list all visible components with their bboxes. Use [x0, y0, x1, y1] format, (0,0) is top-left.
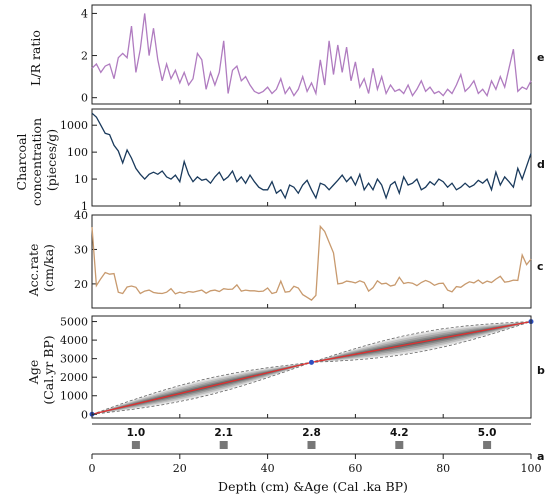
ylabel-lr-ratio: L/R ratio: [28, 30, 43, 86]
panel-letter-e: e: [537, 51, 544, 64]
panel-d-frame: [91, 108, 532, 207]
x-axis-tick-label: 80: [436, 462, 450, 475]
x-axis-tick-label: 60: [348, 462, 362, 475]
sample-marker: [219, 441, 228, 449]
age-model-uncertainty-band: [92, 321, 531, 415]
panel-c-ytick-label: 20: [74, 278, 88, 291]
x-axis-tick-label: 20: [173, 462, 187, 475]
sample-marker: [131, 441, 140, 449]
panel-b-ytick-label: 4000: [60, 334, 88, 347]
panel-d-ytick-label: 1: [81, 200, 88, 213]
panel-c-frame: [91, 214, 532, 309]
panel-d-ytick-label: 10: [74, 173, 88, 186]
panel-d-ytick-label: 1000: [60, 119, 88, 132]
sample-marker-label: 2.8: [302, 427, 321, 439]
panel-letter-b: b: [537, 364, 545, 377]
panel-letter-c: c: [537, 260, 544, 273]
age-model-uncertainty-band: [92, 321, 531, 415]
x-axis-tick-label: 100: [521, 462, 542, 475]
panel-b-ytick-label: 1000: [60, 390, 88, 403]
x-axis-tick-label: 0: [89, 462, 96, 475]
sample-marker-label: 5.0: [478, 427, 497, 439]
x-axis-tick-label: 40: [261, 462, 275, 475]
panel-b-ytick-label: 3000: [60, 353, 88, 366]
panel-e-ytick-label: 4: [81, 7, 88, 20]
sample-marker: [307, 441, 316, 449]
panel-e-ytick-label: 0: [81, 92, 88, 105]
panel-d-series-line: [91, 112, 532, 200]
panel-b-frame: [91, 315, 532, 419]
dated-sample-point: [309, 359, 314, 365]
panel-e-frame: [91, 4, 532, 105]
panel-c-ytick-label: 40: [74, 209, 88, 222]
panel-c-series-line: [91, 224, 532, 301]
sample-marker-label: 2.1: [214, 427, 233, 439]
panel-letter-a: a: [537, 450, 544, 463]
ylabel-age: Age (Cal.yr BP): [26, 335, 56, 404]
panel-letter-d: d: [537, 158, 545, 171]
ylabel-charcoal: Charcoal concentration (pieces/g): [14, 114, 59, 206]
panel-b-ytick-label: 5000: [60, 316, 88, 329]
sample-marker: [395, 441, 404, 449]
age-model-uncertainty-band: [92, 321, 531, 415]
ylabel-acc-rate: Acc.rate (cm/ka): [26, 240, 56, 298]
panel-d-ytick-label: 100: [67, 146, 88, 159]
sample-marker-label: 4.2: [390, 427, 409, 439]
xlabel: Depth (cm) &Age (Cal .ka BP): [218, 479, 408, 494]
sample-marker: [483, 441, 492, 449]
panel-e-series-line: [91, 13, 532, 98]
panel-b-ytick-label: 2000: [60, 371, 88, 384]
panel-c-ytick-label: 30: [74, 243, 88, 256]
panel-e-ytick-label: 2: [81, 50, 88, 63]
sample-marker-label: 1.0: [127, 427, 146, 439]
panel-b-ytick-label: 0: [81, 408, 88, 421]
age-model-uncertainty-band: [92, 321, 531, 415]
